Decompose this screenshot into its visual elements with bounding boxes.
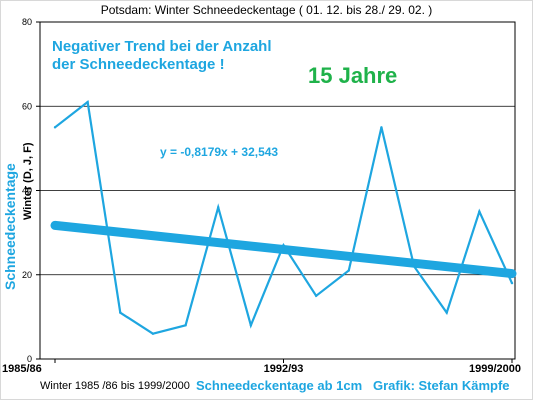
x-tick-label: 1992/93	[264, 363, 304, 375]
data-point	[314, 294, 318, 298]
data-series-line	[54, 100, 514, 335]
data-point	[282, 244, 285, 247]
trend-equation: y = -0,8179x + 32,543	[160, 145, 278, 159]
credit-caption: Grafik: Stefan Kämpfe	[373, 378, 510, 393]
data-point	[119, 311, 122, 314]
chart-title: Potsdam: Winter Schneedeckentage ( 01. 1…	[100, 3, 433, 17]
y-tick-label: 20	[22, 270, 32, 280]
data-point	[151, 332, 155, 335]
data-point	[86, 100, 89, 104]
data-point	[249, 324, 253, 327]
period-caption: Winter 1985 /86 bis 1999/2000	[40, 380, 190, 392]
y-tick-label: 80	[22, 17, 32, 27]
y-tick-label: 40	[22, 186, 32, 196]
headline-line-1: Negativer Trend bei der Anzahl	[52, 38, 272, 55]
headline-line-2: der Schneedeckentage !	[52, 56, 225, 73]
data-point	[184, 324, 187, 327]
trend-line	[50, 220, 517, 279]
data-point	[510, 281, 514, 285]
data-point	[347, 269, 350, 272]
y-tick-label: 0	[27, 354, 32, 364]
measure-caption: Schneedeckentage ab 1cm	[196, 378, 363, 393]
data-point	[217, 206, 220, 209]
data-point	[380, 126, 383, 129]
data-point	[412, 265, 416, 268]
data-point	[478, 210, 481, 213]
years-label: 15 Jahre	[308, 63, 397, 88]
x-tick-label: 1985/86	[2, 363, 42, 375]
y-tick-label: 60	[22, 101, 32, 111]
data-point	[53, 126, 57, 129]
data-point	[445, 311, 448, 314]
x-tick-label: 1999/2000	[469, 363, 521, 375]
